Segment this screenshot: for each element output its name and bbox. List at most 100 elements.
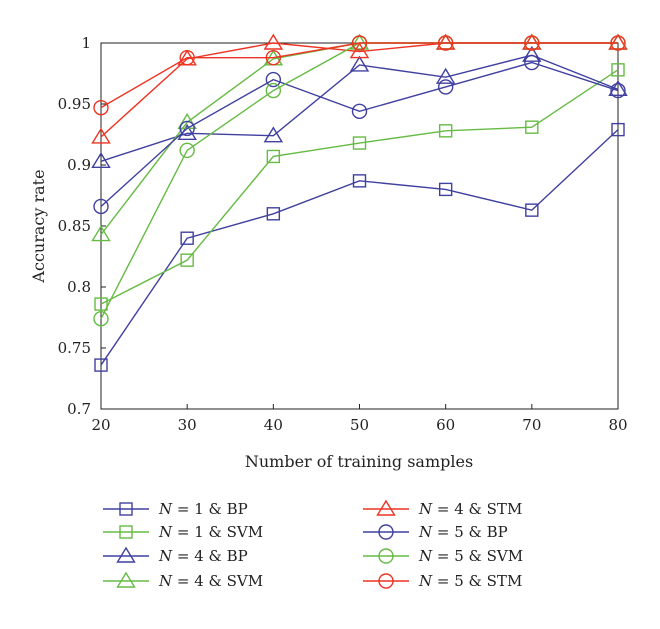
data-point-triangle [435,67,456,84]
x-tick-label: 60 [436,416,455,434]
series-circle-7 [93,35,626,116]
data-point-square [438,182,453,197]
data-point-triangle [522,45,542,62]
data-point-triangle [263,33,284,50]
legend-item: N = 1 & SVM [103,523,263,541]
legend-marker-triangle [116,571,136,588]
data-point-circle [351,35,368,51]
legend-label-var: N [418,500,433,518]
y-tick-label: 0.75 [58,339,91,357]
x-axis-title: Number of training samples [245,452,473,471]
series-line [100,129,619,366]
legend-item: N = 4 & BP [103,546,248,565]
y-tick-label: 0.95 [58,95,91,113]
y-tick-label: 0.8 [67,278,91,296]
data-point-square [94,358,108,372]
legend-label-rest: = 5 & STM [432,572,522,590]
data-point-circle [93,198,109,215]
x-tick-label: 40 [264,416,283,434]
series-layer [91,33,628,372]
legend-marker-circle [378,524,394,540]
legend-label: N = 1 & SVM [158,523,263,541]
data-point-circle [610,35,626,51]
legend-marker-circle [378,573,394,589]
data-point-circle [179,120,195,137]
x-tick-label: 70 [522,416,541,434]
legend-label-var: N [418,547,433,565]
series-line [100,42,618,109]
data-point-triangle [91,225,111,242]
series-line [100,69,619,305]
legend-marker-circle [378,548,394,564]
data-point-circle [524,54,540,71]
y-tick-label: 0.7 [67,400,91,418]
legend-label-var: N [418,572,433,590]
data-point-circle [265,82,282,99]
data-point-circle [610,82,626,99]
data-point-circle [93,311,109,327]
data-point-triangle [91,127,111,144]
data-point-circle [265,71,282,88]
data-point-circle [93,99,109,116]
y-tick-label: 1 [81,34,91,52]
series-square-1 [94,63,625,311]
data-point-circle [265,49,282,66]
legend-item: N = 5 & SVM [363,547,523,565]
x-tick-label: 80 [608,416,627,434]
legend-marker-square [119,502,133,516]
y-tick-label: 0.9 [67,156,91,174]
legend-label-rest: = 5 & SVM [432,547,523,565]
legend-marker-triangle [376,499,396,516]
legend-label-var: N [158,500,173,518]
data-point-circle [179,142,195,159]
data-point-square [352,136,367,150]
legend-marker-triangle [116,546,136,563]
data-point-square [352,174,367,188]
data-point-circle [524,35,540,51]
data-point-triangle [435,33,456,50]
legend-label: N = 4 & STM [418,500,522,518]
data-point-circle [437,35,454,51]
data-point-square [94,297,108,311]
legend-label-var: N [418,523,433,541]
x-tick-label: 50 [350,416,369,434]
series-line [100,61,619,207]
data-point-triangle [522,33,542,50]
legend-label-rest: = 5 & BP [432,523,508,541]
data-point-square [525,203,539,217]
data-point-square [266,207,281,221]
legend-label-rest: = 1 & SVM [172,523,263,541]
x-tick-label: 20 [91,416,110,434]
data-point-circle [179,49,195,66]
legend-label: N = 5 & SVM [418,547,523,565]
data-point-square [180,231,194,245]
data-point-triangle [349,55,370,72]
data-point-square [180,253,194,267]
data-point-circle [437,79,454,95]
legend-label: N = 4 & SVM [158,572,263,590]
y-axis-title: Accuracy rate [29,169,48,283]
legend-item: N = 5 & BP [363,523,508,541]
legend-label-rest: = 4 & STM [432,500,522,518]
data-point-square [525,120,539,134]
data-point-triangle [91,151,111,169]
legend-label-var: N [158,547,173,565]
legend-item: N = 1 & BP [103,500,248,518]
legend-label: N = 5 & BP [418,523,508,541]
legend-label-rest: = 4 & SVM [172,572,263,590]
data-point-triangle [608,80,628,97]
legend-label-rest: = 1 & BP [172,500,248,518]
legend-label-var: N [158,572,173,590]
series-triangle-4 [91,33,628,144]
legend-label: N = 4 & BP [158,547,248,565]
data-point-triangle [263,126,284,143]
legend-item: N = 4 & STM [363,499,522,518]
plot-area-frame [100,42,619,410]
data-point-circle [351,103,368,120]
series-circle-5 [93,54,626,215]
data-point-square [266,149,281,164]
data-point-triangle [608,33,628,50]
legend-item: N = 4 & SVM [103,571,263,590]
